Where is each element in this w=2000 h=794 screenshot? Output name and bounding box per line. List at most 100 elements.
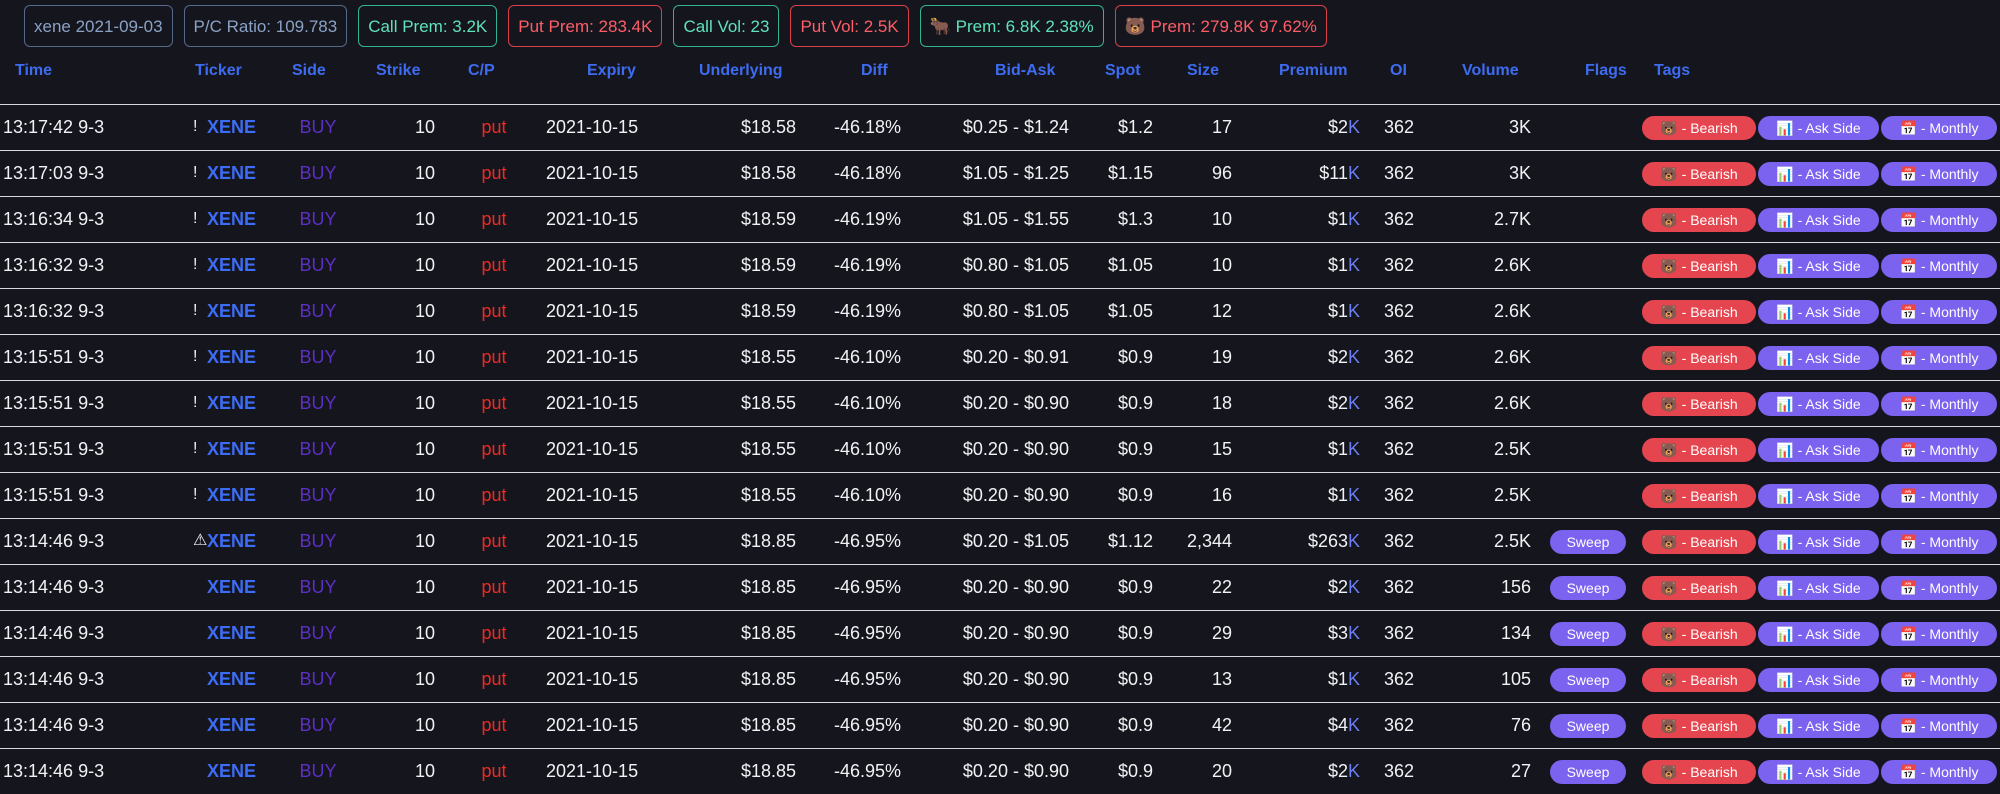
tag-pill[interactable]: 🐻 - Bearish	[1642, 116, 1756, 140]
column-header[interactable]: Premium	[1279, 62, 1348, 79]
tag-pill[interactable]: 📊 - Ask Side	[1758, 254, 1879, 278]
tag-pill[interactable]: 📅 - Monthly	[1881, 668, 1997, 692]
tag-pill[interactable]: 📊 - Ask Side	[1758, 576, 1879, 600]
bid-ask-cell: $0.80 - $1.05	[962, 301, 1069, 321]
table-row[interactable]: 13:15:51 9-3 XENE BUY 10 put 2021-10-15 $18.55…	[0, 472, 2000, 518]
column-header[interactable]: Size	[1187, 62, 1220, 79]
table-row[interactable]: 13:15:51 9-3 XENE BUY 10 put 2021-10-15 $18.55…	[0, 380, 2000, 426]
tag-pill[interactable]: 📅 - Monthly	[1881, 438, 1997, 462]
tag-pill[interactable]: 🐻 - Bearish	[1642, 530, 1756, 554]
summary-badge[interactable]: Put Prem: 283.4K	[508, 5, 663, 47]
column-header[interactable]: Expiry	[587, 62, 636, 79]
table-row[interactable]: 13:14:46 9-3 XENE BUY 10 put 2021-10-15 $18.85…	[0, 610, 2000, 656]
bid-ask-cell: $0.20 - $0.90	[962, 715, 1069, 735]
tag-pill[interactable]: 🐻 - Bearish	[1642, 300, 1756, 324]
tag-pill[interactable]: 📊 - Ask Side	[1758, 668, 1879, 692]
tag-pill[interactable]: 📅 - Monthly	[1881, 576, 1997, 600]
column-header[interactable]: Ticker	[195, 62, 242, 79]
table-row[interactable]: 13:14:46 9-3 XENE BUY 10 put 2021-10-15 $18.85…	[0, 748, 2000, 794]
flag-pill[interactable]: Sweep	[1550, 622, 1626, 646]
tag-pill[interactable]: 🐻 - Bearish	[1642, 622, 1756, 646]
tag-pill[interactable]: 📅 - Monthly	[1881, 300, 1997, 324]
tag-pill[interactable]: 📅 - Monthly	[1881, 392, 1997, 416]
column-header[interactable]: Flags	[1585, 62, 1627, 79]
tag-pill[interactable]: 🐻 - Bearish	[1642, 484, 1756, 508]
tag-pill[interactable]: 📅 - Monthly	[1881, 346, 1997, 370]
table-row[interactable]: 13:14:46 9-3 XENE BUY 10 put 2021-10-15 $18.85…	[0, 656, 2000, 702]
tag-pill[interactable]: 📊 - Ask Side	[1758, 760, 1879, 784]
flag-pill[interactable]: Sweep	[1550, 668, 1626, 692]
tag-pill[interactable]: 🐻 - Bearish	[1642, 668, 1756, 692]
side-cell: BUY	[299, 623, 337, 643]
table-row[interactable]: 13:14:46 9-3 XENE BUY 10 put 2021-10-15 $18.85…	[0, 518, 2000, 564]
summary-badge[interactable]: 🐂 Prem: 6.8K 2.38%	[919, 5, 1104, 47]
cp-cell: put	[481, 577, 507, 597]
tag-pill[interactable]: 🐻 - Bearish	[1642, 576, 1756, 600]
summary-badge[interactable]: Call Prem: 3.2K	[358, 5, 498, 47]
column-header[interactable]: C/P	[468, 62, 495, 79]
tag-pill[interactable]: 🐻 - Bearish	[1642, 346, 1756, 370]
tag-pill[interactable]: 📅 - Monthly	[1881, 760, 1997, 784]
tag-pill[interactable]: 🐻 - Bearish	[1642, 714, 1756, 738]
column-header[interactable]: Spot	[1105, 62, 1141, 79]
tag-pill[interactable]: 📊 - Ask Side	[1758, 346, 1879, 370]
flag-pill[interactable]: Sweep	[1550, 760, 1626, 784]
tag-pill[interactable]: 📅 - Monthly	[1881, 162, 1997, 186]
table-row[interactable]: 13:16:34 9-3 XENE BUY 10 put 2021-10-15 $18.59…	[0, 196, 2000, 242]
bid-ask-cell: $0.25 - $1.24	[962, 117, 1069, 137]
tag-pill[interactable]: 📊 - Ask Side	[1758, 116, 1879, 140]
tag-pill[interactable]: 📅 - Monthly	[1881, 484, 1997, 508]
tag-pill[interactable]: 🐻 - Bearish	[1642, 162, 1756, 186]
column-header[interactable]: Time	[15, 62, 53, 79]
tag-pill[interactable]: 📅 - Monthly	[1881, 208, 1997, 232]
tag-pill[interactable]: 📅 - Monthly	[1881, 530, 1997, 554]
tag-pill[interactable]: 📊 - Ask Side	[1758, 162, 1879, 186]
tag-pill[interactable]: 📊 - Ask Side	[1758, 530, 1879, 554]
tag-pill[interactable]: 📅 - Monthly	[1881, 714, 1997, 738]
alert-icon: !	[193, 394, 198, 411]
table-row[interactable]: 13:14:46 9-3 XENE BUY 10 put 2021-10-15 $18.85…	[0, 564, 2000, 610]
summary-badge[interactable]: P/C Ratio: 109.783	[183, 5, 348, 47]
time-cell: 13:14:46 9-3	[3, 577, 105, 597]
tag-pill[interactable]: 📊 - Ask Side	[1758, 300, 1879, 324]
tag-pill[interactable]: 📅 - Monthly	[1881, 622, 1997, 646]
table-row[interactable]: 13:16:32 9-3 XENE BUY 10 put 2021-10-15 $18.59…	[0, 242, 2000, 288]
flag-pill[interactable]: Sweep	[1550, 714, 1626, 738]
column-header[interactable]: OI	[1390, 62, 1407, 79]
tag-pill[interactable]: 📊 - Ask Side	[1758, 392, 1879, 416]
column-header[interactable]: Underlying	[699, 62, 783, 79]
table-row[interactable]: 13:15:51 9-3 XENE BUY 10 put 2021-10-15 $18.55…	[0, 334, 2000, 380]
column-header[interactable]: Strike	[376, 62, 421, 79]
tag-pill[interactable]: 📊 - Ask Side	[1758, 438, 1879, 462]
tag-pill[interactable]: 📊 - Ask Side	[1758, 208, 1879, 232]
summary-badge[interactable]: 🐻 Prem: 279.8K 97.62%	[1114, 5, 1327, 47]
tag-pill[interactable]: 📊 - Ask Side	[1758, 714, 1879, 738]
tag-pill[interactable]: 🐻 - Bearish	[1642, 438, 1756, 462]
table-row[interactable]: 13:14:46 9-3 XENE BUY 10 put 2021-10-15 $18.85…	[0, 702, 2000, 748]
premium-amount: $2	[1327, 761, 1348, 781]
column-header[interactable]: Volume	[1462, 62, 1519, 79]
tag-pill[interactable]: 📊 - Ask Side	[1758, 622, 1879, 646]
column-header[interactable]: Diff	[861, 62, 888, 79]
tag-pill[interactable]: 🐻 - Bearish	[1642, 208, 1756, 232]
table-row[interactable]: 13:17:42 9-3 XENE BUY 10 put 2021-10-15 $18.58…	[0, 104, 2000, 150]
table-row[interactable]: 13:16:32 9-3 XENE BUY 10 put 2021-10-15 $18.59…	[0, 288, 2000, 334]
table-row[interactable]: 13:15:51 9-3 XENE BUY 10 put 2021-10-15 $18.55…	[0, 426, 2000, 472]
flag-pill[interactable]: Sweep	[1550, 530, 1626, 554]
summary-badge[interactable]: Put Vol: 2.5K	[790, 5, 909, 47]
premium-unit: K	[1347, 623, 1360, 643]
column-header[interactable]: Bid-Ask	[995, 62, 1056, 79]
summary-badge[interactable]: Call Vol: 23	[673, 5, 780, 47]
tag-pill[interactable]: 📅 - Monthly	[1881, 254, 1997, 278]
tag-pill[interactable]: 🐻 - Bearish	[1642, 254, 1756, 278]
column-header[interactable]: Tags	[1654, 62, 1691, 79]
diff-cell: -46.10%	[833, 485, 901, 505]
table-row[interactable]: 13:17:03 9-3 XENE BUY 10 put 2021-10-15 $18.58…	[0, 150, 2000, 196]
tag-pill[interactable]: 📅 - Monthly	[1881, 116, 1997, 140]
tag-pill[interactable]: 🐻 - Bearish	[1642, 392, 1756, 416]
tag-pill[interactable]: 🐻 - Bearish	[1642, 760, 1756, 784]
column-header[interactable]: Side	[292, 62, 326, 79]
summary-badge[interactable]: xene 2021-09-03	[24, 5, 173, 47]
tag-pill[interactable]: 📊 - Ask Side	[1758, 484, 1879, 508]
flag-pill[interactable]: Sweep	[1550, 576, 1626, 600]
